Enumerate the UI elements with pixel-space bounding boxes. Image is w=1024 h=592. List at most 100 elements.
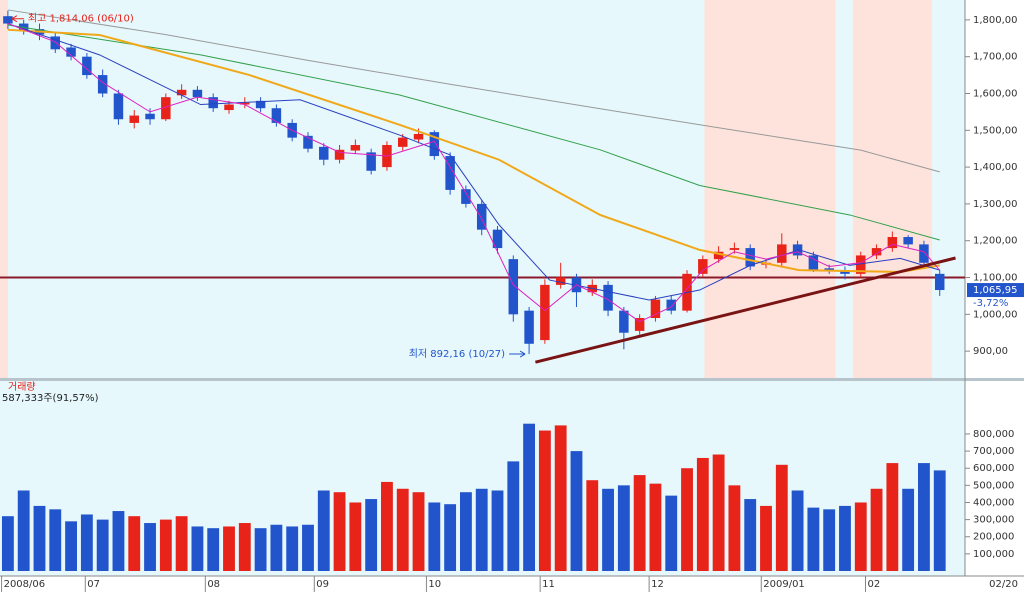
- candle-body: [856, 255, 866, 274]
- volume-bar: [33, 505, 46, 571]
- volume-bar: [744, 499, 757, 571]
- volume-bar: [175, 516, 188, 571]
- candle-body: [255, 100, 266, 109]
- candle-body: [603, 284, 613, 311]
- volume-bar: [807, 507, 820, 571]
- candle-body: [919, 244, 929, 263]
- candle-body: [192, 89, 203, 98]
- panel-subtitle: 587,333주(91,57%): [2, 393, 99, 404]
- volume-bar: [302, 524, 314, 571]
- volume-bar: [96, 519, 109, 571]
- candle-body: [97, 75, 108, 94]
- panel-title: 거래량: [8, 381, 36, 393]
- volume-bar: [538, 430, 551, 571]
- candle-body: [461, 189, 471, 204]
- x-tick-label: 11: [542, 579, 555, 590]
- candle-body: [508, 259, 519, 315]
- candle-body: [934, 273, 945, 291]
- candle-body: [445, 156, 455, 190]
- volume-bar: [696, 457, 709, 571]
- annotation-arrow: [509, 350, 526, 358]
- volume-bar: [712, 454, 725, 571]
- volume-bar: [760, 505, 772, 571]
- x-tick-label: 10: [428, 579, 441, 590]
- volume-bar: [444, 504, 457, 571]
- annotation: 최저 892,16 (10/27): [409, 348, 505, 360]
- candle-body: [429, 132, 440, 157]
- volume-bar: [80, 514, 93, 571]
- change-label: -3,72%: [973, 298, 1008, 309]
- x-tick-label: 02: [867, 579, 880, 590]
- x-end-label: 02/20: [989, 579, 1018, 590]
- annotation: 최고 1,814,06 (06/10): [28, 13, 134, 25]
- volume-bar: [870, 488, 883, 571]
- candle-body: [824, 268, 834, 271]
- candle-body: [113, 93, 124, 120]
- volume-bar: [412, 492, 425, 571]
- candle-body: [145, 113, 155, 120]
- y-tick-label: 1,700,00: [973, 52, 1018, 63]
- volume-bar: [396, 488, 409, 571]
- volume-bar: [428, 502, 441, 571]
- volume-bar: [554, 425, 567, 571]
- y-tick-label: 100,000: [973, 549, 1014, 560]
- y-tick-label: 1,200,00: [973, 236, 1018, 247]
- volume-bar: [191, 526, 204, 571]
- candle-body: [713, 251, 724, 260]
- y-tick-label: 800,000: [973, 429, 1014, 440]
- candle-body: [240, 102, 250, 105]
- line-series: [7, 24, 940, 241]
- volume-bar: [238, 523, 251, 571]
- volume-bar: [602, 488, 614, 571]
- volume-bar: [17, 490, 30, 571]
- y-tick-label: 300,000: [973, 515, 1014, 526]
- line-series: [7, 23, 941, 323]
- candle-body: [887, 237, 898, 249]
- y-tick-label: 600,000: [973, 463, 1014, 474]
- candle-body: [666, 299, 676, 311]
- last-price-label: 1,065,95: [973, 285, 1018, 296]
- candle-body: [82, 56, 92, 76]
- volume-bar: [617, 485, 630, 571]
- volume-bar: [728, 485, 741, 571]
- candle-body: [476, 203, 487, 230]
- panel-separator: [0, 378, 1024, 381]
- x-tick-label: 12: [651, 579, 664, 590]
- volume-bar: [365, 499, 378, 571]
- volume-bar: [523, 423, 536, 571]
- candle-body: [50, 36, 61, 50]
- volume-bar: [223, 526, 235, 571]
- volume-bar: [459, 492, 472, 571]
- volume-bar: [886, 463, 899, 571]
- volume-bar: [633, 475, 646, 571]
- volume-bar: [823, 509, 836, 571]
- volume-bar: [854, 502, 867, 571]
- candle-body: [350, 145, 361, 151]
- candle-body: [366, 152, 376, 171]
- line-series: [7, 23, 940, 301]
- candle-body: [777, 244, 787, 263]
- candle-body: [540, 284, 550, 341]
- volume-bar: [681, 468, 693, 571]
- volume-bar: [839, 505, 851, 571]
- x-tick-label: 09: [316, 579, 329, 590]
- volume-bar: [649, 483, 662, 571]
- volume-bar: [902, 488, 915, 571]
- signal-band: [852, 0, 932, 378]
- candle-body: [903, 237, 913, 245]
- y-tick-label: 700,000: [973, 446, 1014, 457]
- volume-bar: [918, 463, 930, 571]
- candle-body: [634, 318, 645, 331]
- volume-bar: [333, 492, 346, 571]
- y-tick-label: 200,000: [973, 532, 1014, 543]
- volume-bar: [775, 464, 788, 571]
- volume-bar: [159, 519, 172, 571]
- candle-body: [319, 146, 329, 160]
- candle-body: [413, 133, 424, 140]
- volume-bar: [349, 502, 362, 571]
- volume-bar: [1, 516, 14, 571]
- candle-body: [303, 135, 313, 149]
- volume-bar: [144, 523, 156, 571]
- volume-bar: [128, 516, 141, 571]
